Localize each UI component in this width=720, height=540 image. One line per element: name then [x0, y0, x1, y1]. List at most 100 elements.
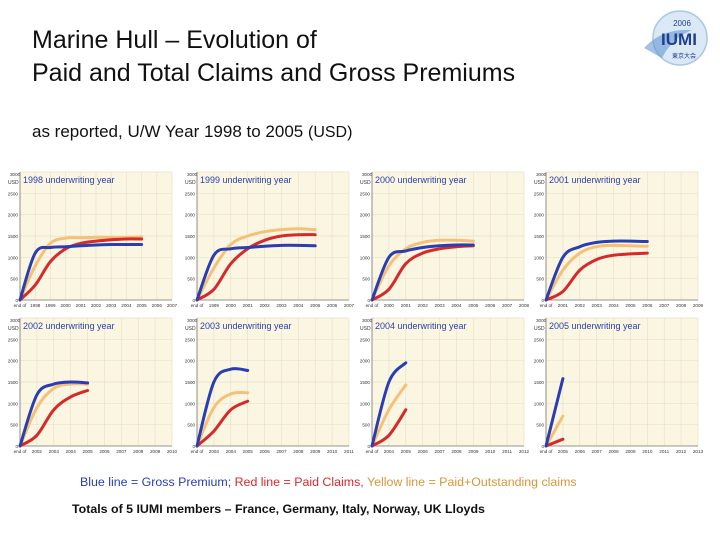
- x-tick-label: 2008: [293, 449, 304, 454]
- x-tick-label: 2004: [451, 303, 462, 308]
- y-tick-label: 0: [15, 444, 18, 449]
- x-tick-label: 2002: [91, 303, 102, 308]
- x-tick-label: 2005: [558, 449, 569, 454]
- y-tick-label: 3000: [536, 172, 547, 177]
- logo-subtext: 東京大会: [672, 52, 696, 60]
- paid-outstanding-line: [18, 382, 90, 448]
- paid-outstanding-line: [18, 235, 144, 302]
- x-tick-label: 2003: [434, 303, 445, 308]
- x-tick-label: 2004: [66, 449, 77, 454]
- y-tick-label: 2000: [185, 213, 196, 218]
- x-tick-label: 2001: [243, 303, 254, 308]
- legend-paid-outstanding: Yellow line = Paid+Outstanding claims: [366, 475, 577, 489]
- gross-premium-line: [370, 243, 475, 302]
- paid-claims-line: [544, 251, 649, 302]
- x-tick-label: 2005: [625, 303, 636, 308]
- chart-panel-4: 0 500 1000 1500 2000 2500 3000 USD end of 2001 200…: [534, 171, 704, 308]
- gross-premium-line: [195, 243, 317, 302]
- x-tick-label: 2010: [327, 449, 338, 454]
- x-tick-label: 2007: [344, 303, 355, 308]
- x-tick-label: 2006: [418, 449, 429, 454]
- x-tick-label: 2002: [575, 303, 586, 308]
- x-tick-label: 2001: [76, 303, 87, 308]
- x-tick-label: 2006: [642, 303, 653, 308]
- gross-premium-line: [18, 243, 144, 302]
- x-tick-label: end of: [540, 303, 553, 308]
- legend-paid-claims: Red line = Paid Claims,: [234, 475, 364, 489]
- chart-panel-7: 0 500 1000 1500 2000 2500 3000 USD end of 2004 200…: [360, 317, 530, 454]
- y-tick-label: 1500: [185, 380, 196, 385]
- x-tick-label: 2003: [209, 449, 220, 454]
- logo-year: 2006: [673, 19, 691, 28]
- x-tick-label: 2007: [167, 303, 178, 308]
- gross-premium-line: [370, 361, 408, 448]
- x-tick-label: 2011: [659, 449, 669, 454]
- y-tick-label: 0: [192, 298, 195, 303]
- y-tick-label: 2000: [360, 359, 371, 364]
- chart-title: 2005 underwriting year: [549, 321, 641, 331]
- y-tick-label: 2500: [534, 337, 545, 342]
- y-tick-label: 2500: [534, 191, 545, 196]
- x-tick-label: 2004: [226, 449, 237, 454]
- x-tick-label: 2009: [693, 303, 704, 308]
- chart-title: 2004 underwriting year: [375, 321, 467, 331]
- paid-outstanding-line: [544, 414, 565, 448]
- y-axis-label: USD: [8, 180, 19, 186]
- y-tick-label: 1500: [534, 234, 545, 239]
- x-tick-label: 2009: [310, 449, 321, 454]
- x-tick-label: 2009: [150, 449, 161, 454]
- y-axis-label: USD: [360, 180, 371, 186]
- y-tick-label: 1500: [185, 234, 196, 239]
- y-tick-label: 1500: [360, 380, 371, 385]
- y-tick-label: 1500: [8, 380, 19, 385]
- x-tick-label: 2007: [502, 303, 513, 308]
- y-tick-label: 3000: [10, 172, 21, 177]
- x-tick-label: 2010: [167, 449, 178, 454]
- x-tick-label: 2007: [592, 449, 603, 454]
- y-tick-label: 3000: [187, 172, 198, 177]
- x-tick-label: end of: [191, 449, 204, 454]
- paid-outstanding-line: [195, 390, 250, 448]
- chart-title: 1999 underwriting year: [200, 175, 292, 185]
- x-tick-label: end of: [540, 449, 553, 454]
- logo-text: IUMI: [661, 30, 697, 49]
- y-tick-label: 0: [192, 444, 195, 449]
- y-tick-label: 1000: [8, 401, 19, 406]
- x-tick-label: 2000: [384, 303, 395, 308]
- y-tick-label: 1500: [8, 234, 19, 239]
- y-tick-label: 2000: [8, 359, 19, 364]
- y-tick-label: 500: [362, 423, 370, 428]
- chart-panel-2: 0 500 1000 1500 2000 2500 3000 USD end of 1999 200…: [185, 171, 355, 308]
- x-tick-label: 2001: [558, 303, 569, 308]
- x-tick-label: end of: [366, 303, 379, 308]
- page-subtitle: as reported, U/W Year 1998 to 2005 (USD): [32, 122, 352, 142]
- x-tick-label: 2012: [676, 449, 687, 454]
- paid-claims-line: [18, 237, 144, 302]
- gross-premium-line: [195, 367, 250, 448]
- footer-note: Totals of 5 IUMI members – France, Germa…: [72, 502, 485, 516]
- x-tick-label: 2010: [642, 449, 653, 454]
- y-tick-label: 2000: [185, 359, 196, 364]
- y-tick-label: 500: [187, 423, 195, 428]
- subtitle-unit: (USD): [307, 124, 353, 141]
- x-tick-label: 2010: [485, 449, 496, 454]
- chart-title: 2000 underwriting year: [375, 175, 467, 185]
- y-tick-label: 0: [15, 298, 18, 303]
- paid-claims-line: [195, 233, 317, 302]
- x-tick-label: 2001: [401, 303, 412, 308]
- x-tick-label: 2003: [276, 303, 287, 308]
- y-tick-label: 1500: [534, 380, 545, 385]
- y-tick-label: 2500: [360, 191, 371, 196]
- x-tick-label: end of: [366, 449, 379, 454]
- y-tick-label: 2500: [360, 337, 371, 342]
- chart-panel-1: 0 500 1000 1500 2000 2500 3000 USD end of 1998 199…: [8, 171, 178, 308]
- chart-panel-3: 0 500 1000 1500 2000 2500 3000 USD end of 2000 200…: [360, 171, 530, 308]
- y-tick-label: 3000: [187, 318, 198, 323]
- x-tick-label: 2005: [310, 303, 321, 308]
- chart-title: 2003 underwriting year: [200, 321, 292, 331]
- x-tick-label: 2007: [659, 303, 670, 308]
- chart-title: 2001 underwriting year: [549, 175, 641, 185]
- y-tick-label: 2500: [185, 191, 196, 196]
- y-tick-label: 2000: [534, 359, 545, 364]
- x-tick-label: 2004: [608, 303, 619, 308]
